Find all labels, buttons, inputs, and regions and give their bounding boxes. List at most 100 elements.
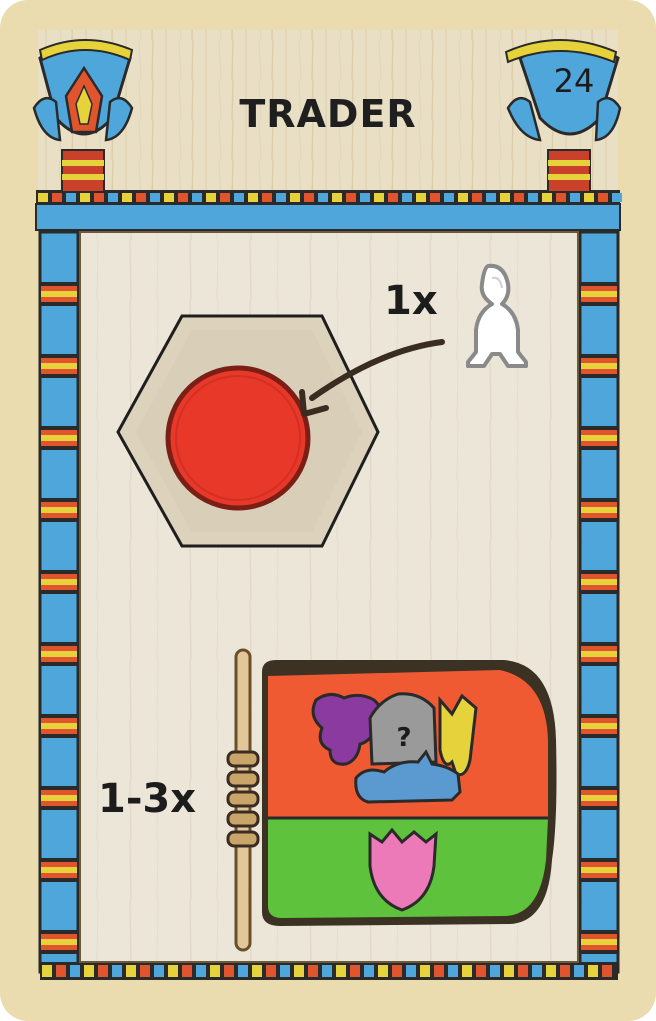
pillar-band-yellow — [41, 363, 77, 369]
pillar-band-line — [41, 642, 77, 646]
pillar-band-line — [41, 878, 77, 882]
frame-check-square — [56, 965, 66, 977]
grapes-icon — [311, 693, 383, 766]
pillar-band-line — [41, 446, 77, 450]
pillar-band-red — [581, 513, 617, 518]
frame-check-square — [500, 193, 510, 202]
frame-check-square — [248, 193, 258, 202]
pillar-band-line — [581, 806, 617, 810]
frame-check-square — [374, 193, 384, 202]
pillar-band-red — [41, 502, 77, 507]
frame-check-square — [84, 965, 94, 977]
frame-check-square — [210, 965, 220, 977]
frame-check-square — [560, 965, 570, 977]
pillar-band-yellow — [581, 651, 617, 657]
pillar-band-line — [581, 590, 617, 594]
mystery-stone-icon: ? — [368, 692, 438, 766]
frame-check-square — [38, 193, 48, 202]
frame-check-square — [196, 965, 206, 977]
pillar-band-line — [581, 858, 617, 862]
scroll-rod — [226, 648, 260, 952]
frame-check-square — [66, 193, 76, 202]
worker-quantity-label: 1x — [384, 278, 438, 324]
pillar-band-yellow — [41, 291, 77, 297]
pillar-band-red — [581, 718, 617, 723]
frame-check-square — [280, 965, 290, 977]
frame-check-square — [434, 965, 444, 977]
frame-check-square — [388, 193, 398, 202]
pillar-band-red — [581, 945, 617, 950]
frame-check-square — [234, 193, 244, 202]
pillar-band-red — [581, 286, 617, 291]
pillar-band-yellow — [581, 867, 617, 873]
frame-check-square — [546, 965, 556, 977]
pillar-band-yellow — [581, 291, 617, 297]
frame-check-square — [574, 965, 584, 977]
pillar-band-red — [581, 297, 617, 302]
card-title: TRADER — [239, 92, 417, 136]
pillar-band-yellow — [41, 795, 77, 801]
frame-check-square — [420, 965, 430, 977]
pillar-band-yellow — [581, 723, 617, 729]
frame-check-square — [140, 965, 150, 977]
pillar-band-yellow — [581, 435, 617, 441]
pillar-band-red — [41, 790, 77, 795]
pillar-band-line — [581, 786, 617, 790]
pillar-band-red — [41, 430, 77, 435]
frame-check-square — [588, 965, 598, 977]
flower-icon — [368, 827, 438, 912]
pillar-band-red — [41, 718, 77, 723]
frame-check-square — [430, 193, 440, 202]
pillar-band-line — [41, 570, 77, 574]
card-number: 24 — [553, 62, 595, 100]
pillar-band-red — [41, 729, 77, 734]
frame-check-square — [570, 193, 580, 202]
pillar-band-red — [581, 873, 617, 878]
pillar-band-red — [581, 657, 617, 662]
frame-check-square — [308, 965, 318, 977]
pillar-band-line — [41, 354, 77, 358]
pillar-band-red — [581, 934, 617, 939]
pillar-band-yellow — [41, 939, 77, 945]
pillar-band-red — [581, 585, 617, 590]
frame-check-square — [476, 965, 486, 977]
frame-check-square — [80, 193, 90, 202]
frame-check-square — [528, 193, 538, 202]
pillar-band-line — [581, 950, 617, 954]
frame-check-square — [490, 965, 500, 977]
pillar-band-line — [581, 930, 617, 934]
pillar-band-yellow — [41, 723, 77, 729]
pillar-band-line — [581, 354, 617, 358]
frame-check-square — [224, 965, 234, 977]
frame-check-square — [336, 965, 346, 977]
lotus-capital-left — [32, 39, 134, 193]
frame-check-square — [52, 193, 62, 202]
pillar-band-red — [41, 934, 77, 939]
pillar-band-line — [41, 930, 77, 934]
pillar-band-line — [41, 806, 77, 810]
frame-check-square — [126, 965, 136, 977]
pillar-band-red — [41, 369, 77, 374]
frame-check-square — [318, 193, 328, 202]
pillar-band-yellow — [581, 363, 617, 369]
arrow-icon — [299, 339, 445, 417]
pillar-band-line — [581, 878, 617, 882]
pillar-band-red — [41, 358, 77, 363]
pillar-band-line — [41, 282, 77, 286]
pillar-band-red — [41, 441, 77, 446]
frame-bottom-border — [40, 962, 618, 980]
pillar-band-line — [581, 518, 617, 522]
frame-check-square — [406, 965, 416, 977]
white-worker-meeple-icon — [466, 263, 528, 368]
pillar-band-red — [41, 574, 77, 579]
frame-check-square — [220, 193, 230, 202]
frame-check-square — [178, 193, 188, 202]
pillar-band-red — [41, 801, 77, 806]
pillar-band-line — [581, 374, 617, 378]
grain-icon — [438, 693, 478, 777]
pillar-band-line — [41, 950, 77, 954]
pillar-band-red — [41, 862, 77, 867]
frame-check-square — [322, 965, 332, 977]
frame-check-square — [94, 193, 104, 202]
